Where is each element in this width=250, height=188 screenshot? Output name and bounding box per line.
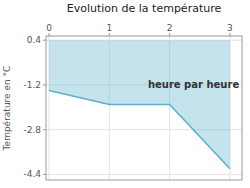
tick-label-x: 3 [227,23,233,33]
area [49,40,230,169]
page: {"chart_data": {"type": "area", "title":… [0,0,250,188]
tick-label-x: 2 [167,23,173,33]
plot-frame [46,36,242,180]
y-axis-label: Température en °C [2,66,12,152]
tick-label-x: 1 [106,23,112,33]
tick-y [43,40,46,41]
tick-label-x: 0 [46,23,52,33]
tick-label-y: -1.2 [23,80,41,90]
tick-y [43,84,46,85]
tick-label-y: -4.4 [23,169,41,179]
title: Evolution de la température [67,2,222,15]
tick-label-y: -2.8 [23,125,41,135]
annotation: heure par heure [148,79,239,90]
tick-x [49,33,50,36]
grid-line-y [46,174,242,175]
grid [46,36,242,180]
tick-label-y: 0.4 [27,35,42,45]
tick-y [43,129,46,130]
data-layer [49,40,230,169]
tick-y [43,174,46,175]
tick-x [169,33,170,36]
line [49,91,230,169]
chart-container: 0 1 2 3 0.4 -1.2 -2.8 -4.4 Evolution de la tempé… [0,0,250,188]
chart-svg: 0 1 2 3 0.4 -1.2 -2.8 -4.4 Evolution de la tempé… [0,0,250,188]
ticks: 0 1 2 3 0.4 -1.2 -2.8 -4.4 [23,23,232,179]
tick-x [229,33,230,36]
tick-x [109,33,110,36]
